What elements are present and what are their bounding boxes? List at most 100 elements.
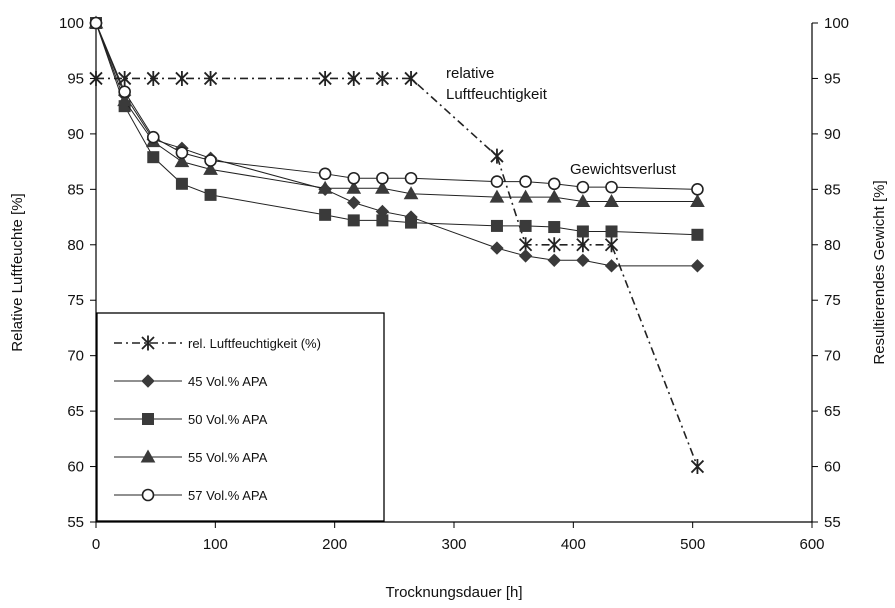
legend-marker (140, 449, 156, 463)
series-layer (88, 15, 705, 475)
y-right-tick-label: 55 (824, 514, 841, 531)
series-line (96, 77, 699, 467)
legend-label: 55 Vol.% APA (188, 450, 268, 465)
data-point (175, 70, 189, 86)
annotation-text: Gewichtsverlust (570, 161, 677, 178)
data-point (118, 85, 131, 99)
data-point (175, 146, 189, 160)
data-point (490, 148, 504, 164)
data-point (404, 70, 418, 86)
x-tick-label: 300 (441, 536, 466, 553)
y-right-tick-label: 95 (824, 70, 841, 87)
y-left-tick-label: 60 (67, 459, 84, 476)
data-point (605, 225, 618, 238)
data-point (576, 180, 590, 194)
y-left-tick-label: 85 (67, 181, 84, 198)
legend-item: 57 Vol.% APA (114, 488, 268, 503)
data-point (376, 171, 389, 185)
data-point (174, 154, 190, 168)
legend-marker (141, 488, 155, 502)
data-point (146, 70, 160, 86)
data-point (203, 70, 218, 86)
data-point (405, 216, 418, 229)
data-point (204, 188, 217, 201)
legend: rel. Luftfeuchtigkeit (%) 45 Vol.% APA 50 … (96, 312, 385, 522)
y-right-tick-label: 100 (824, 15, 849, 32)
y-left-tick-label: 95 (67, 70, 84, 87)
y-right-tick-label: 65 (824, 403, 841, 420)
legend-item: 50 Vol.% APA (114, 412, 268, 427)
data-point (317, 180, 333, 194)
data-point (318, 167, 332, 181)
data-point (318, 70, 332, 86)
data-point (375, 180, 390, 194)
data-point (404, 171, 418, 185)
x-tick-label: 600 (799, 536, 824, 553)
data-point (489, 189, 505, 203)
axes: 55 55 60 60 65 65 70 70 75 75 80 80 85 85 90 90 95 95 100 1… (9, 15, 888, 601)
legend-label: 50 Vol.% APA (188, 412, 268, 427)
data-point (89, 70, 103, 86)
y-left-tick-label: 75 (67, 292, 84, 309)
data-point (375, 70, 390, 86)
y-left-tick-label: 55 (67, 514, 84, 531)
data-point (490, 219, 503, 232)
data-point (117, 93, 132, 107)
x-axis-label: Trocknungsdauer [h] (385, 584, 522, 601)
y-left-tick-label: 70 (67, 348, 84, 365)
y-axis-label-right: Resultierendes Gewicht [%] (871, 180, 888, 364)
legend-marker (141, 374, 155, 388)
data-point (146, 130, 160, 144)
data-point (203, 161, 218, 175)
legend-item: 55 Vol.% APA (114, 449, 268, 465)
data-point (604, 259, 619, 273)
data-point (490, 241, 504, 255)
y-right-tick-label: 85 (824, 181, 841, 198)
data-point (547, 237, 561, 253)
y-left-tick-label: 100 (59, 15, 84, 32)
series-2 (90, 17, 704, 241)
data-point (605, 180, 618, 194)
data-point (576, 237, 590, 253)
x-tick-label: 500 (680, 536, 705, 553)
y-right-tick-label: 80 (824, 237, 841, 254)
y-right-tick-label: 75 (824, 292, 841, 309)
y-left-tick-label: 65 (67, 403, 84, 420)
y-right-tick-label: 90 (824, 126, 841, 143)
legend-item: 45 Vol.% APA (114, 374, 268, 389)
data-point (175, 177, 188, 190)
data-point (89, 16, 103, 30)
data-point (518, 249, 533, 263)
data-point (347, 70, 361, 86)
legend-label: 57 Vol.% APA (188, 488, 268, 503)
data-point (376, 214, 389, 227)
data-point (519, 219, 532, 232)
y-right-tick-label: 60 (824, 459, 841, 476)
annotations: relative Luftfeuchtigkeit Gewichtsverlust (446, 65, 677, 178)
y-axis-label-left: Relative Luftfeuchte [%] (9, 193, 26, 351)
data-point (690, 259, 705, 273)
data-point (147, 151, 160, 164)
data-point (691, 183, 704, 196)
data-point (403, 186, 419, 200)
data-point (548, 221, 561, 234)
data-point (347, 214, 360, 227)
data-point (204, 154, 217, 167)
x-tick-label: 200 (322, 536, 347, 553)
data-point (691, 228, 704, 241)
y-left-tick-label: 90 (67, 126, 84, 143)
y-right-tick-label: 70 (824, 348, 841, 365)
data-point (346, 180, 362, 194)
data-point (519, 175, 532, 188)
x-tick-label: 100 (203, 536, 228, 553)
data-point (690, 459, 705, 475)
annotation-text: relative (446, 65, 494, 82)
data-point (518, 189, 533, 203)
data-point (546, 189, 562, 203)
data-point (690, 194, 705, 208)
legend-marker (141, 335, 155, 351)
data-point (604, 194, 619, 208)
legend-label: rel. Luftfeuchtigkeit (%) (188, 336, 321, 351)
legend-label: 45 Vol.% APA (188, 374, 268, 389)
